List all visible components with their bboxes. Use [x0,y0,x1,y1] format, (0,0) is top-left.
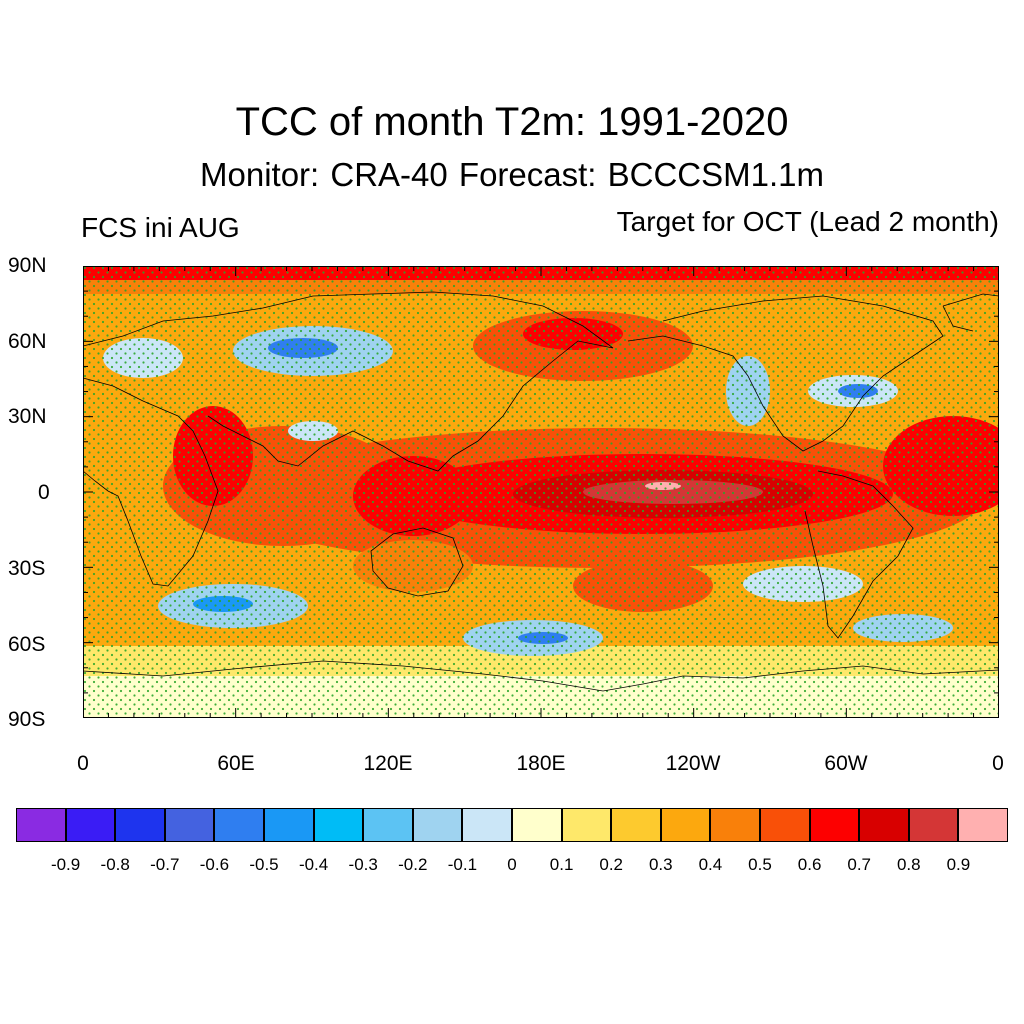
colorbar-label: -0.5 [249,855,279,874]
colorbar-box [214,808,264,842]
colorbar-box [660,808,711,842]
initialization-label: FCS ini AUG [81,212,240,243]
colorbar-label: -0.3 [348,855,378,874]
lon-label-60w: 60W [824,752,868,775]
significance-stipple [83,266,999,718]
coast-north-america [627,295,944,452]
lat-label-30s: 30S [8,557,46,580]
colorbar-label: -0.9 [50,855,81,874]
lat-label-0: 0 [38,481,50,504]
coast-eurasia [83,291,614,472]
colorbar-label: 0.2 [599,855,623,874]
coast-antarctica [83,660,999,692]
colorbar-box [65,808,116,842]
colorbar-label: 0.9 [946,855,971,874]
colorbar-label: -0.8 [100,855,130,874]
lat-label-30n: 30N [8,405,47,428]
colorbar-label: 0.7 [847,855,871,874]
lon-label-0-west: 0 [77,752,89,775]
colorbar-box [908,808,959,842]
lon-label-60e: 60E [217,752,255,775]
colorbar-label: 0.5 [748,855,772,874]
colorbar-box [462,808,512,842]
colorbar-label: -0.4 [298,855,329,874]
colorbar-label: 0.6 [797,855,822,874]
colorbar-label: -0.2 [398,855,428,874]
tcc-map [83,266,999,718]
colorbar-box [958,808,1008,842]
colorbar-box [710,808,760,842]
colorbar-box [164,808,215,842]
colorbar-box [809,808,860,842]
chart-subtitle: Monitor: CRA-40 Forecast: BCCCSM1.1m [200,156,824,193]
colorbar-label: -0.1 [447,855,478,874]
coast-greenland [942,293,999,332]
lon-label-0-east: 0 [992,752,1004,775]
colorbar-box [412,808,463,842]
coast-australia [370,527,464,597]
lon-label-120e: 120E [363,752,413,775]
colorbar-box [16,808,66,842]
target-label: Target for OCT (Lead 2 month) [616,206,999,237]
coast-africa [83,377,219,587]
colorbar-label: -0.6 [199,855,230,874]
colorbar-label: 0.8 [896,855,921,874]
colorbar-box [512,808,562,842]
colorbar [16,808,1008,844]
coastlines [83,291,999,692]
colorbar-box [313,808,364,842]
colorbar-box [363,808,413,842]
colorbar-box [611,808,661,842]
colorbar-box [561,808,612,842]
colorbar-label: -0.7 [150,855,180,874]
lon-label-180e: 180E [516,752,566,775]
axis-ticks [83,266,999,718]
tcc-field-plot [83,266,999,718]
colorbar-box [760,808,810,842]
lat-label-90s: 90S [8,708,46,731]
coast-south-america [804,470,914,639]
lat-label-90n: 90N [8,254,47,277]
colorbar-box [115,808,165,842]
colorbar-label: 0.3 [648,855,673,874]
lat-label-60s: 60S [8,633,46,656]
colorbar-box [264,808,314,842]
chart-title: TCC of month T2m: 1991-2020 [235,100,789,144]
colorbar-label: 0 [507,855,517,874]
colorbar-label: 0.4 [698,855,723,874]
colorbar-box [859,808,909,842]
lon-label-120w: 120W [665,752,721,775]
lat-label-60n: 60N [8,330,47,353]
colorbar-label: 0.1 [549,855,574,874]
